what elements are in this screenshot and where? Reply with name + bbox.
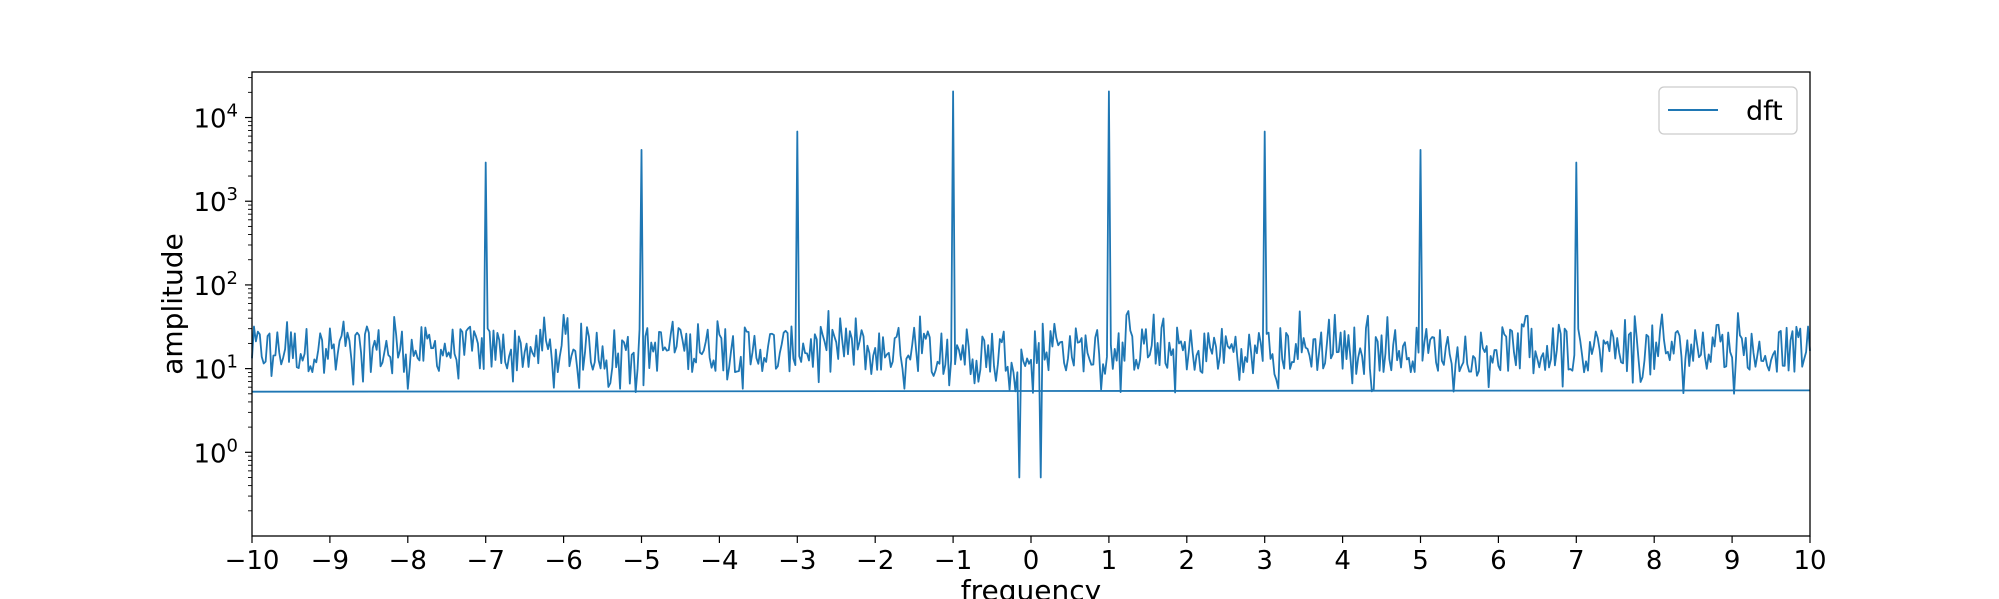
x-tick-label: −4: [700, 546, 738, 576]
y-tick-label: 101: [193, 352, 238, 386]
y-tick-label: 104: [193, 101, 238, 135]
x-tick-label: 3: [1256, 546, 1273, 576]
x-tick-label: −2: [856, 546, 894, 576]
x-tick-label: 9: [1724, 546, 1741, 576]
x-tick-label: 1: [1101, 546, 1118, 576]
x-axis-label: frequency: [961, 574, 1101, 599]
y-tick-label: 100: [193, 435, 238, 469]
series-line-dft: [251, 90, 1811, 479]
x-tick-label: 6: [1490, 546, 1507, 576]
y-tick-label: 102: [193, 268, 238, 302]
x-tick-label: −10: [225, 546, 280, 576]
legend-label-dft: dft: [1746, 96, 1783, 127]
x-tick-label: 5: [1412, 546, 1429, 576]
x-axis: −10 −9 −8 −7 −6 −5 −4 −3 −2 −1 0 1 2 3 4 5 6 7 8 9 10: [225, 536, 1827, 576]
x-tick-label: 10: [1793, 546, 1826, 576]
y-axis-label: amplitude: [156, 233, 189, 375]
plot-background: [252, 72, 1810, 536]
x-tick-label: −3: [778, 546, 816, 576]
y-tick-label: 103: [193, 184, 238, 218]
x-tick-label: 2: [1179, 546, 1196, 576]
series-baseline-dft: [251, 389, 1811, 393]
legend-box: [1658, 86, 1798, 135]
x-tick-label: −5: [622, 546, 660, 576]
plot-area: [251, 90, 1811, 479]
x-tick-label: −6: [544, 546, 582, 576]
x-tick-label: −1: [934, 546, 972, 576]
legend: dft: [1658, 86, 1798, 135]
x-tick-label: −9: [311, 546, 349, 576]
y-axis: 100 101 102 103 104: [193, 77, 252, 512]
x-tick-label: 4: [1334, 546, 1351, 576]
x-tick-label: −7: [467, 546, 505, 576]
x-tick-label: 7: [1568, 546, 1585, 576]
x-tick-label: 0: [1023, 546, 1040, 576]
x-tick-label: 8: [1646, 546, 1663, 576]
x-tick-label: −8: [389, 546, 427, 576]
